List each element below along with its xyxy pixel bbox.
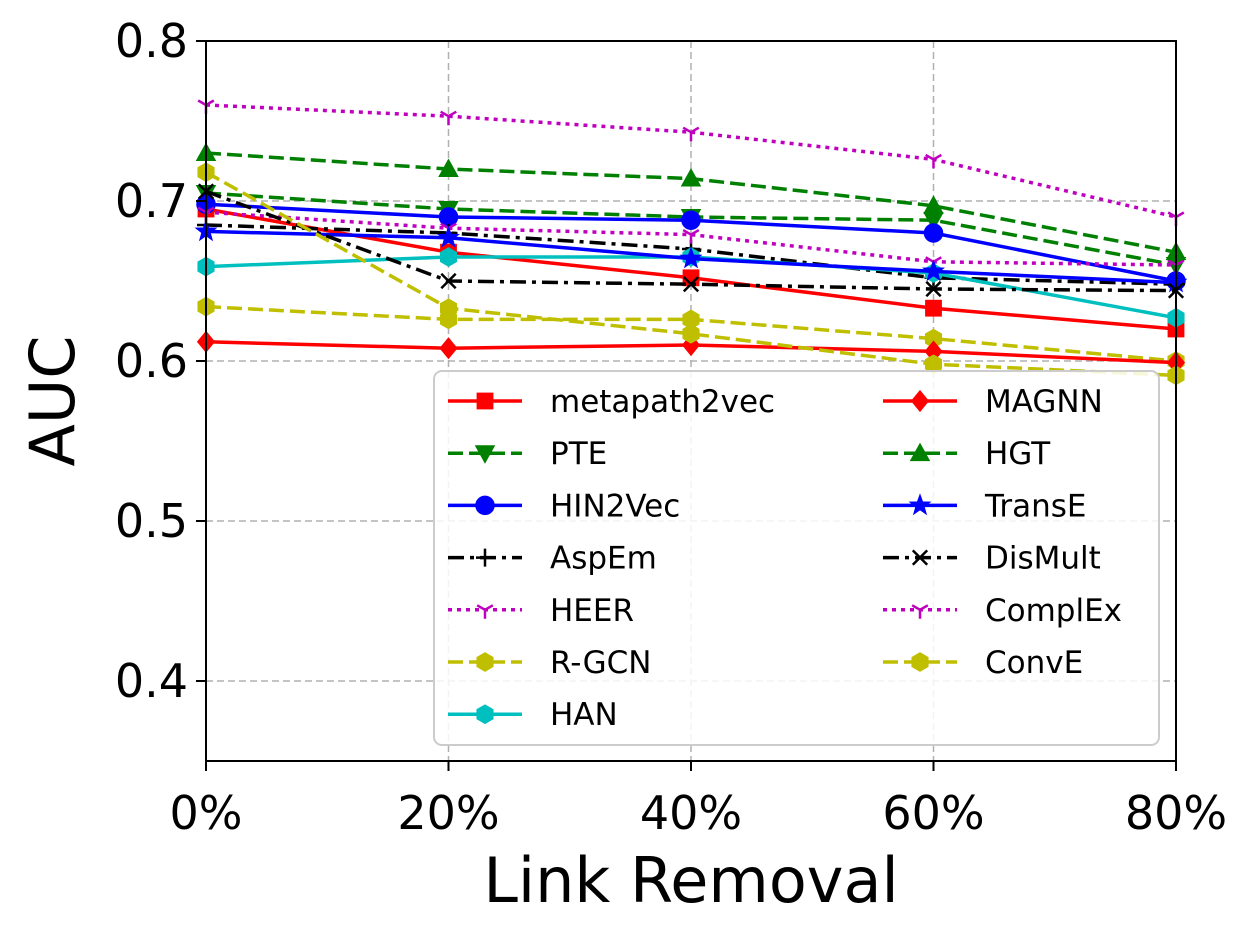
data-point (925, 280, 942, 298)
data-point (440, 272, 457, 290)
data-point (440, 110, 457, 126)
legend-marker (909, 442, 931, 462)
data-point (681, 210, 701, 230)
legend-entry: MAGNN (883, 384, 1103, 420)
x-tick-label: 80% (1125, 786, 1227, 840)
legend-entry: R-GCN (448, 645, 651, 681)
data-point (439, 298, 458, 319)
legend: metapath2vec PTE HIN2Vec AspEm HEER R-GCN HAN M… (433, 370, 1160, 746)
data-point (679, 246, 703, 269)
legend-entry: ConvE (883, 645, 1083, 681)
data-point (682, 229, 700, 244)
legend-label: ComplEx (985, 593, 1122, 629)
legend-marker (476, 548, 494, 567)
axes: 0% 20% 40% 60% 80% 0.4 0.5 0.6 0.7 0.8 (115, 14, 1227, 840)
legend-marker (908, 493, 932, 516)
legend-entry: TransE (883, 488, 1087, 524)
data-point (682, 323, 700, 344)
legend-label: DisMult (985, 541, 1101, 577)
series-lines (194, 99, 1188, 386)
legend-entry: HAN (448, 697, 618, 733)
legend-marker (474, 445, 496, 464)
x-tick-label: 20% (397, 786, 499, 840)
data-point (680, 168, 702, 187)
legend-marker (911, 652, 929, 672)
data-point (923, 223, 944, 243)
legend-marker (910, 389, 930, 413)
y-tick-label: 0.5 (115, 494, 188, 548)
legend-label: R-GCN (550, 645, 651, 681)
legend-entry: DisMult (883, 541, 1101, 577)
legend-entry: HIN2Vec (448, 488, 680, 524)
data-point (437, 225, 460, 248)
legend-entry: metapath2vec (448, 384, 775, 420)
legend-marker (476, 704, 494, 725)
legend-box (433, 370, 1160, 746)
data-point (922, 259, 945, 282)
legend-entry: ComplEx (883, 593, 1122, 629)
legend-marker (911, 604, 929, 619)
legend-label: AspEm (550, 541, 657, 577)
series-line (205, 189, 1177, 293)
legend-marker (911, 549, 929, 566)
legend-entry: PTE (448, 436, 607, 472)
legend-entry: HGT (883, 436, 1051, 472)
data-point (923, 195, 944, 214)
data-point (682, 276, 700, 293)
data-point (925, 299, 942, 317)
legend-label: metapath2vec (550, 384, 775, 420)
data-point (682, 126, 700, 142)
series-line (205, 170, 1177, 378)
legend-label: HIN2Vec (550, 488, 680, 524)
legend-marker (476, 392, 494, 410)
y-tick-label: 0.8 (115, 14, 188, 68)
data-point (439, 247, 458, 267)
series-line (205, 103, 1177, 219)
data-point (681, 333, 701, 357)
x-axis-title: Link Removal (483, 844, 898, 917)
x-tick-label: 60% (882, 786, 984, 840)
y-tick-label: 0.4 (115, 654, 188, 708)
legend-label: HGT (985, 436, 1051, 472)
data-point (925, 153, 942, 169)
series-line (205, 210, 1177, 267)
legend-label: HEER (550, 593, 634, 629)
legend-entry: AspEm (448, 541, 657, 577)
legend-entry: HEER (448, 593, 634, 629)
x-tick-label: 0% (170, 786, 243, 840)
series-R-GCN (197, 296, 1185, 371)
legend-label: MAGNN (985, 384, 1103, 420)
legend-label: PTE (550, 436, 607, 472)
y-tick-label: 0.6 (115, 334, 188, 388)
y-tick-label: 0.7 (115, 174, 188, 228)
legend-label: TransE (984, 488, 1087, 524)
y-axis-title: AUC (16, 335, 89, 466)
legend-label: HAN (550, 697, 618, 733)
legend-marker (476, 604, 494, 619)
legend-marker (476, 652, 494, 672)
legend-label: ConvE (985, 645, 1083, 681)
legend-marker (475, 495, 495, 516)
data-point (438, 158, 459, 177)
x-tick-label: 40% (640, 786, 742, 840)
data-point (439, 337, 458, 360)
